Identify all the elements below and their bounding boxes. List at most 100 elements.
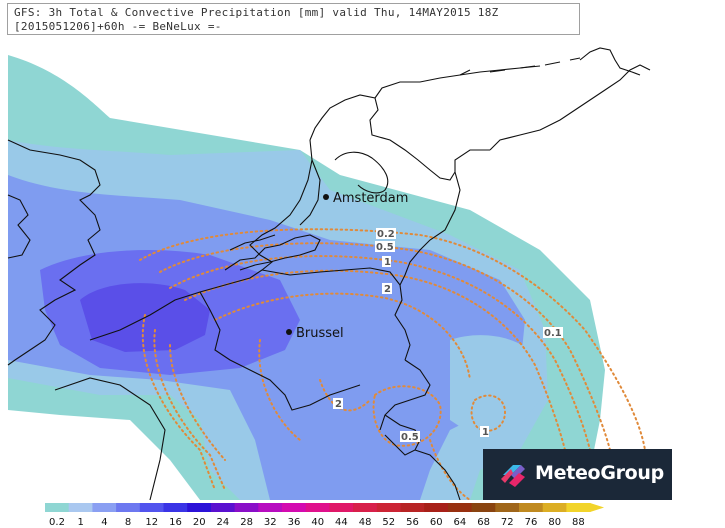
scale-swatch xyxy=(92,503,117,512)
scale-swatch xyxy=(234,503,259,512)
map-header: GFS: 3h Total & Convective Precipitation… xyxy=(7,3,580,35)
scale-label: 64 xyxy=(454,517,467,528)
contour-05 xyxy=(169,255,591,451)
scale-swatch xyxy=(329,503,354,512)
contour-02 xyxy=(159,242,611,451)
precip-fill xyxy=(8,55,605,500)
scale-swatch xyxy=(353,503,378,512)
header-title: GFS: 3h Total & Convective Precipitation… xyxy=(14,6,499,19)
scale-swatch xyxy=(116,503,141,512)
scale-swatch xyxy=(376,503,401,512)
contour-label-2: 2 xyxy=(384,284,391,295)
scale-swatch xyxy=(68,503,93,512)
france-coast xyxy=(89,139,313,341)
scale-label: 8 xyxy=(125,517,131,528)
scale-swatch xyxy=(305,503,330,512)
de-coast xyxy=(489,64,651,151)
contour-label-05: 0.5 xyxy=(376,242,394,253)
scale-label: 72 xyxy=(501,517,514,528)
uk-coast-2 xyxy=(7,194,31,259)
france-north-coast xyxy=(54,377,166,501)
scale-arrow xyxy=(590,503,605,512)
scale-label: 4 xyxy=(101,517,107,528)
scale-label: 12 xyxy=(145,517,158,528)
scale-label: 48 xyxy=(359,517,372,528)
be-nl-border xyxy=(261,267,411,361)
scale-swatch xyxy=(45,503,70,512)
scale-label: 60 xyxy=(430,517,443,528)
contour-label-02: 0.2 xyxy=(377,229,395,240)
contour-2a xyxy=(214,292,471,381)
city-label-brussel: Brussel xyxy=(296,326,344,341)
contour-inner-w1 xyxy=(141,314,216,491)
contour-inner-s1 xyxy=(258,339,301,441)
convective-contours xyxy=(139,228,646,501)
scale-label: 56 xyxy=(406,517,419,528)
scale-label: 36 xyxy=(288,517,301,528)
contour-labels: 0.2 0.5 1 2 0.1 2 0.5 1 xyxy=(333,228,563,443)
scale-swatch xyxy=(495,503,520,512)
nl-coast xyxy=(309,94,490,181)
contour-outer-01 xyxy=(139,228,646,451)
scale-label: 76 xyxy=(525,517,538,528)
scale-swatch xyxy=(210,503,236,512)
meteogroup-logo-icon xyxy=(501,465,525,487)
coastlines-borders xyxy=(7,47,651,501)
contour-label-2b: 2 xyxy=(335,399,342,410)
scale-label: 32 xyxy=(264,517,277,528)
city-amsterdam: Amsterdam xyxy=(323,191,408,206)
contour-east-loop xyxy=(372,385,442,447)
be-fr-border xyxy=(199,291,361,411)
be-de-border xyxy=(379,359,431,431)
scale-label: 24 xyxy=(217,517,230,528)
scale-label: 52 xyxy=(382,517,395,528)
scale-label: 40 xyxy=(311,517,324,528)
nl-north xyxy=(374,65,541,99)
lux-border xyxy=(384,414,421,456)
scale-swatch xyxy=(187,503,212,512)
contour-east-small xyxy=(470,394,507,432)
scale-label: 44 xyxy=(335,517,348,528)
scale-swatch xyxy=(447,503,473,512)
scale-swatch xyxy=(542,503,567,512)
nl-holland xyxy=(299,159,321,226)
scale-label: 0.2 xyxy=(49,517,65,528)
contour-south-east xyxy=(429,439,471,501)
scale-label: 20 xyxy=(193,517,206,528)
de-coast-ne xyxy=(579,47,641,76)
scale-swatch xyxy=(519,503,544,512)
zeeland-2 xyxy=(229,234,276,251)
city-label-amsterdam: Amsterdam xyxy=(333,191,408,206)
scale-label: 68 xyxy=(477,517,490,528)
scale-label: 28 xyxy=(240,517,253,528)
scale-swatch xyxy=(139,503,164,512)
meteogroup-logo: MeteoGroup xyxy=(483,449,672,500)
ijsselmeer xyxy=(334,151,389,194)
scale-labels: 0.2 1 4 8 12 16 20 24 28 32 36 40 44 48 52 56 60 64 68 72 76… xyxy=(49,517,585,528)
de-coast-islands xyxy=(459,57,581,76)
scale-swatch xyxy=(258,503,283,512)
scale-label: 16 xyxy=(169,517,182,528)
scale-label: 88 xyxy=(572,517,585,528)
city-brussel: Brussel xyxy=(286,326,344,341)
scale-label: 1 xyxy=(78,517,84,528)
uk-coast xyxy=(7,139,101,366)
scale-swatch xyxy=(163,503,188,512)
scale-swatch xyxy=(424,503,449,512)
meteogroup-logo-text: MeteoGroup xyxy=(535,462,664,484)
contour-label-01: 0.1 xyxy=(544,328,562,339)
contour-label-1: 1 xyxy=(384,257,391,268)
city-dot-brussel xyxy=(286,329,292,335)
contour-1 xyxy=(184,269,566,451)
scale-bars xyxy=(45,503,605,512)
contour-inner-w2 xyxy=(153,329,226,491)
scale-swatch xyxy=(566,503,591,512)
contour-inner-w3 xyxy=(169,344,226,461)
zeeland-islands xyxy=(224,234,321,271)
city-dot-amsterdam xyxy=(323,194,329,200)
scale-swatch xyxy=(400,503,425,512)
de-fr-border xyxy=(414,449,461,501)
scale-swatch xyxy=(282,503,307,512)
